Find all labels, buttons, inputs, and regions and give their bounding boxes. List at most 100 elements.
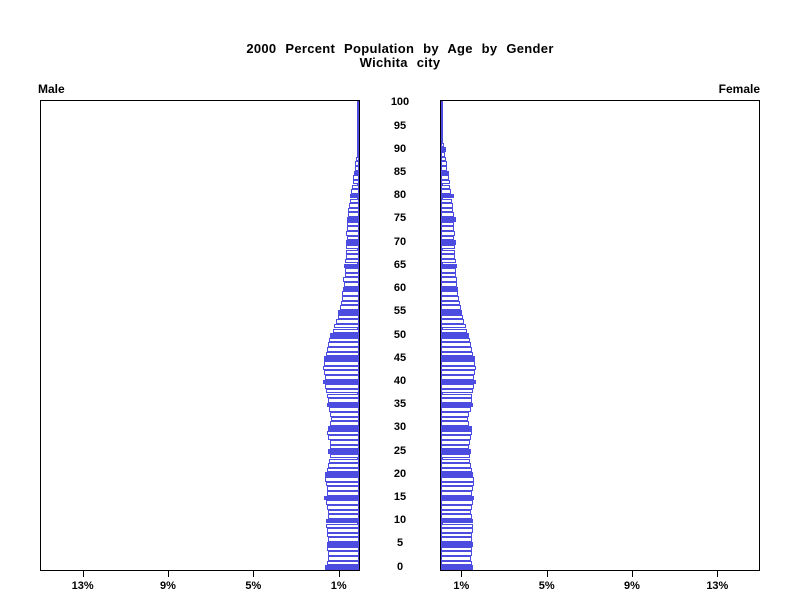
male-bar-age-65 — [344, 263, 359, 269]
female-bar-age-89 — [441, 152, 445, 157]
male-bar-age-63 — [344, 272, 359, 278]
male-bar-age-58 — [341, 296, 359, 301]
female-bar-age-52 — [441, 323, 466, 329]
female-bar-age-83 — [441, 179, 450, 185]
female-bar-age-64 — [441, 268, 456, 273]
male-bar-age-51 — [332, 328, 359, 334]
age-tick-label-65: 65 — [393, 258, 407, 271]
male-bar-age-39 — [325, 384, 359, 389]
age-tick-label-40: 40 — [393, 374, 407, 387]
female-bar-age-9 — [441, 523, 474, 529]
male-pct-5-label: 5% — [245, 580, 262, 592]
female-bar-age-31 — [441, 421, 470, 426]
female-bar-age-39 — [441, 384, 475, 389]
female-bar-age-48 — [441, 342, 472, 347]
female-bar-age-87 — [441, 161, 447, 166]
male-bar-age-100 — [357, 101, 359, 106]
female-bar-age-84 — [441, 175, 449, 180]
female-bar-age-1 — [441, 560, 472, 566]
male-bar-age-96 — [357, 119, 359, 125]
male-bar-age-32 — [331, 416, 359, 422]
female-bar-age-53 — [441, 319, 465, 324]
male-pct-1-tick — [338, 571, 340, 577]
male-bar-age-43 — [322, 365, 359, 371]
female-bar-age-19 — [441, 477, 475, 482]
male-pct-5-tick — [253, 571, 255, 577]
age-tick-label-80: 80 — [393, 189, 407, 202]
male-bar-age-31 — [330, 421, 359, 426]
male-bar-age-5 — [326, 542, 359, 547]
male-bar-age-23 — [328, 458, 359, 464]
male-bar-age-68 — [346, 249, 359, 255]
male-bar-age-89 — [356, 152, 359, 157]
female-pct-1-tick — [461, 571, 463, 577]
male-bar-age-38 — [325, 388, 359, 394]
female-pct-13-tick — [717, 571, 719, 577]
male-bar-age-66 — [345, 258, 359, 264]
male-bar-age-11 — [327, 514, 359, 519]
male-bar-age-57 — [340, 300, 359, 306]
female-pct-5-label: 5% — [538, 580, 555, 592]
female-bar-age-68 — [441, 249, 455, 255]
male-bar-age-85 — [353, 170, 359, 176]
male-bar-age-4 — [327, 546, 359, 552]
male-bar-age-27 — [329, 439, 359, 445]
chart-title: 2000 Percent Population by Age by Gender — [246, 41, 554, 56]
male-bar-age-78 — [348, 203, 359, 208]
female-bar-age-17 — [441, 486, 473, 491]
female-bar-age-12 — [441, 509, 472, 515]
male-bar-age-75 — [346, 217, 359, 222]
male-bar-age-21 — [326, 467, 359, 473]
female-bar-age-33 — [441, 412, 470, 417]
female-bar-age-70 — [441, 240, 456, 245]
female-bar-age-92 — [441, 138, 444, 143]
female-bar-age-2 — [441, 556, 472, 561]
male-bar-age-62 — [343, 277, 359, 282]
male-bar-age-90 — [356, 147, 359, 152]
male-bar-age-79 — [349, 198, 359, 204]
female-bar-age-47 — [441, 347, 473, 352]
male-bar-age-54 — [337, 314, 359, 320]
male-bar-age-47 — [327, 347, 359, 352]
male-bar-age-95 — [357, 124, 359, 129]
male-bar-age-36 — [327, 398, 359, 403]
male-bar-age-37 — [327, 393, 359, 399]
female-bar-age-21 — [441, 467, 472, 473]
male-bar-age-60 — [343, 286, 359, 292]
male-bar-age-81 — [351, 189, 359, 194]
male-panel-label: Male — [38, 82, 65, 96]
female-bar-age-15 — [441, 495, 475, 501]
age-tick-label-100: 100 — [390, 96, 410, 109]
male-bar-age-59 — [342, 291, 359, 296]
female-bar-age-11 — [441, 514, 472, 519]
male-bar-age-8 — [326, 528, 359, 533]
female-bar-age-14 — [441, 500, 474, 505]
female-bar-age-80 — [441, 193, 454, 199]
female-bar-age-56 — [441, 305, 461, 310]
male-bar-age-72 — [346, 231, 359, 236]
male-bar-age-80 — [350, 193, 359, 199]
chart-subtitle: Wichita city — [359, 55, 441, 70]
female-bar-age-82 — [441, 184, 451, 190]
female-bar-age-59 — [441, 291, 459, 296]
male-bar-age-46 — [326, 351, 359, 357]
age-tick-label-55: 55 — [393, 305, 407, 318]
male-bar-age-61 — [344, 282, 359, 287]
male-bar-age-86 — [354, 166, 359, 171]
male-bar-age-83 — [352, 179, 359, 185]
female-bar-age-40 — [441, 379, 477, 385]
female-pct-13-label: 13% — [706, 580, 729, 592]
male-bar-age-67 — [345, 254, 359, 259]
male-bar-age-13 — [327, 504, 359, 510]
female-bar-age-32 — [441, 416, 469, 422]
male-bar-age-25 — [328, 449, 359, 454]
female-bar-age-72 — [441, 231, 455, 236]
female-bar-age-50 — [441, 333, 470, 338]
male-bar-age-41 — [324, 374, 359, 380]
age-tick-label-70: 70 — [393, 235, 407, 248]
female-bar-age-27 — [441, 439, 470, 445]
female-bar-age-49 — [441, 337, 471, 343]
female-bar-age-29 — [441, 430, 472, 436]
age-tick-label-30: 30 — [393, 421, 407, 434]
male-bar-age-98 — [357, 110, 359, 115]
